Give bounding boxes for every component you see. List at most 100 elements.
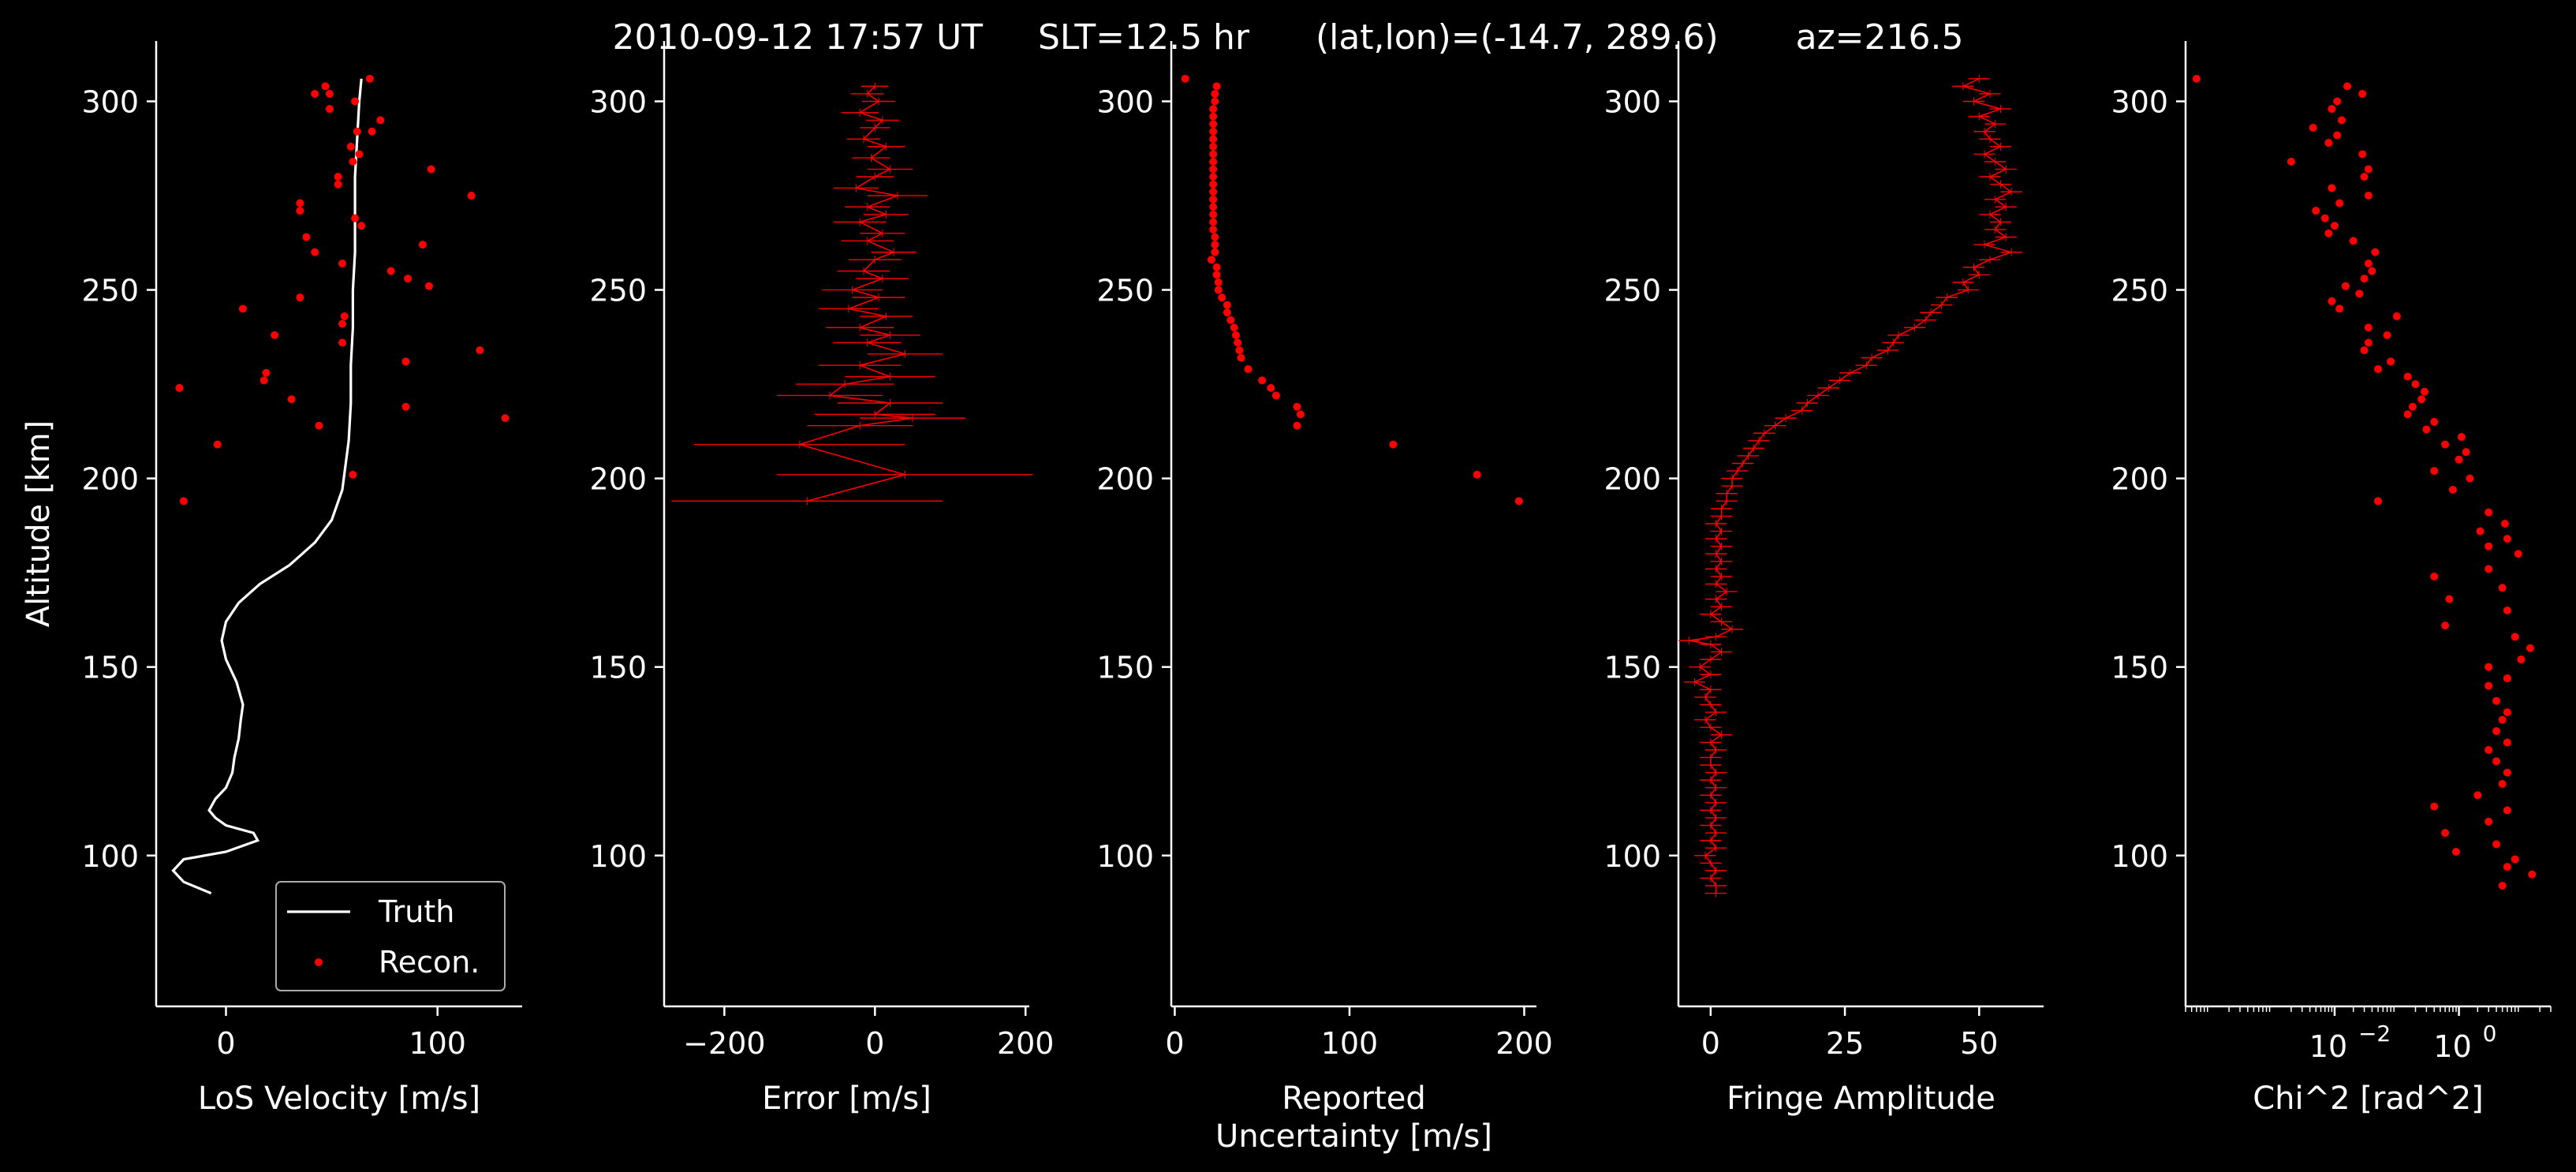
data-point <box>2364 338 2373 347</box>
data-point <box>2485 542 2493 551</box>
y-tick-label: 250 <box>81 274 139 308</box>
data-point <box>349 470 357 479</box>
data-point <box>1209 150 1218 159</box>
data-point <box>1211 89 1219 98</box>
data-point <box>2498 779 2507 788</box>
x-tick-exponent: 0 <box>2483 1021 2497 1047</box>
data-point <box>2498 882 2507 890</box>
data-point <box>1209 203 1218 211</box>
data-point <box>376 116 385 125</box>
data-point <box>368 127 376 136</box>
y-tick-label: 150 <box>81 651 139 685</box>
data-point <box>365 74 374 83</box>
y-tick-label: 300 <box>81 85 139 120</box>
data-point <box>2411 380 2420 389</box>
y-tick-label: 250 <box>2111 274 2168 308</box>
data-point <box>1212 263 1221 271</box>
data-point <box>476 346 484 355</box>
data-point <box>353 127 361 136</box>
data-point <box>349 158 357 166</box>
data-point <box>311 248 319 256</box>
x-tick-label: 0 <box>216 1026 235 1061</box>
data-point <box>2466 474 2474 483</box>
data-point <box>2364 259 2373 268</box>
data-point <box>418 241 427 249</box>
data-point <box>1223 308 1231 317</box>
data-point <box>1212 271 1221 279</box>
data-point <box>1211 97 1219 106</box>
data-point <box>1209 135 1218 144</box>
panel-reported-uncertainty: 100 150 200 250 300 0 100 200 ReportedUncertaint… <box>1096 41 1553 1155</box>
data-point <box>1209 120 1218 129</box>
x-axis-label: Reported <box>1282 1081 1426 1117</box>
y-tick-label: 150 <box>1096 651 1154 685</box>
data-point <box>2503 606 2511 614</box>
x-tick-label: 0 <box>1701 1026 1720 1061</box>
y-tick-label: 100 <box>81 839 139 874</box>
legend-label: Recon. <box>379 945 480 980</box>
data-point <box>213 440 222 449</box>
data-point <box>2355 289 2364 298</box>
data-point <box>1473 470 1481 479</box>
legend-label: Truth <box>378 894 454 929</box>
data-point <box>238 304 247 313</box>
data-point <box>2503 674 2511 683</box>
y-tick-label: 200 <box>1096 462 1154 497</box>
data-point <box>1514 497 1523 506</box>
x-tick-label: 25 <box>1826 1026 1864 1061</box>
data-point <box>2498 715 2507 724</box>
data-point <box>2320 214 2329 222</box>
data-point <box>338 319 347 328</box>
data-point <box>1209 105 1218 114</box>
data-point <box>1209 158 1218 166</box>
y-axis-label: Altitude [km] <box>21 420 57 627</box>
y-tick-label: 200 <box>1603 462 1661 497</box>
data-point <box>2328 297 2336 305</box>
x-tick-label: 0 <box>1165 1026 1184 1061</box>
y-tick-label: 300 <box>589 85 647 120</box>
data-point <box>2492 696 2501 705</box>
data-point <box>404 274 413 283</box>
data-point <box>2485 681 2493 690</box>
data-point <box>2358 150 2367 159</box>
data-point <box>2485 745 2493 754</box>
data-point <box>2485 565 2493 573</box>
x-tick-label: 100 <box>1321 1026 1379 1061</box>
data-point <box>311 89 319 98</box>
data-point <box>2387 357 2395 366</box>
data-point <box>1209 180 1218 188</box>
data-point <box>296 199 304 207</box>
data-point <box>2368 267 2376 275</box>
x-tick-label: 0 <box>865 1026 884 1061</box>
data-point <box>2451 847 2460 856</box>
data-point <box>355 150 364 159</box>
data-point <box>2430 802 2439 811</box>
data-point <box>2517 655 2526 664</box>
x-tick-label: 10 <box>2309 1029 2347 1064</box>
data-point <box>1296 410 1305 419</box>
data-point <box>1223 300 1231 309</box>
x-tick-label: 200 <box>1495 1026 1553 1061</box>
data-point <box>1293 421 1301 430</box>
y-tick-label: 100 <box>2111 839 2168 874</box>
data-point <box>1258 376 1267 385</box>
x-tick-label: 200 <box>997 1026 1055 1061</box>
data-point <box>1214 278 1223 286</box>
data-point <box>351 97 360 106</box>
data-point <box>2462 448 2470 457</box>
data-point <box>1209 165 1218 174</box>
data-point <box>2503 806 2511 815</box>
data-point <box>1209 210 1218 218</box>
y-tick-label: 300 <box>2111 85 2168 120</box>
data-point <box>2430 572 2439 580</box>
data-point <box>2192 74 2201 83</box>
data-point <box>2333 97 2342 106</box>
data-point <box>2335 304 2344 313</box>
data-point <box>2511 855 2519 864</box>
data-point <box>1234 338 1242 347</box>
data-point <box>2485 663 2493 671</box>
data-point <box>287 395 296 404</box>
data-point <box>1293 402 1301 411</box>
